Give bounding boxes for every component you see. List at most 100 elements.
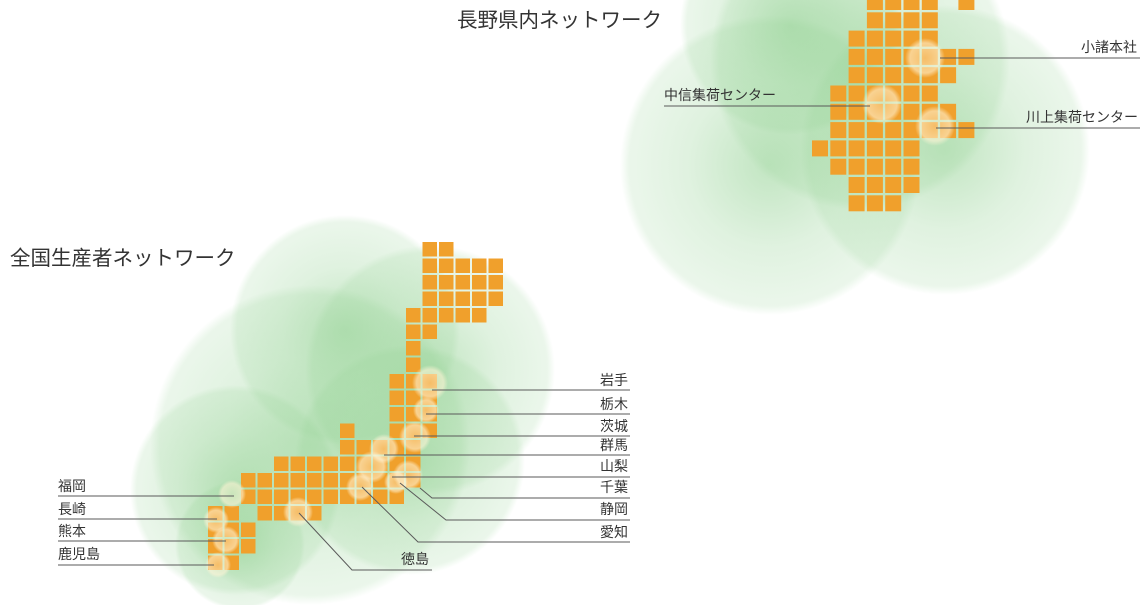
prefecture-label-kumamoto: 熊本 — [58, 524, 86, 540]
map-tile — [866, 195, 883, 212]
map-tile — [866, 140, 883, 157]
location-highlight — [205, 552, 231, 578]
map-tile — [472, 308, 487, 323]
map-tile — [422, 324, 437, 339]
map-tile — [830, 158, 847, 175]
map-tile — [848, 140, 865, 157]
map-tile — [257, 473, 272, 488]
map-tile — [488, 275, 503, 290]
map-tile — [472, 291, 487, 306]
map-tile — [848, 67, 865, 84]
map-tile — [848, 158, 865, 175]
map-tile — [241, 473, 256, 488]
prefecture-label-nagasaki: 長崎 — [58, 502, 86, 518]
map-tile — [885, 12, 902, 29]
map-tile — [921, 12, 938, 29]
map-tile — [866, 12, 883, 29]
map-tile — [885, 48, 902, 65]
location-highlight — [413, 397, 439, 423]
map-tile — [885, 177, 902, 193]
map-tile — [488, 291, 503, 306]
map-tile — [848, 195, 865, 212]
map-tile — [472, 258, 487, 273]
map-tile — [439, 242, 454, 257]
location-highlight — [412, 365, 448, 401]
location-label-komoro: 小諸本社 — [1081, 40, 1137, 56]
map-tile — [422, 275, 437, 290]
prefecture-label-tokushima: 徳島 — [401, 552, 429, 568]
location-highlight-layer — [203, 38, 955, 578]
location-highlight — [212, 526, 240, 554]
map-tile — [340, 423, 355, 438]
map-tile — [903, 103, 920, 120]
leader-line-aichi — [361, 486, 630, 543]
leader-line-chiba — [419, 487, 630, 499]
map-tile — [274, 456, 289, 471]
map-tile — [848, 177, 865, 193]
location-label-chushin: 中信集荷センター — [664, 88, 776, 104]
prefecture-label-gunma: 群馬 — [600, 438, 628, 454]
map-tile — [866, 48, 883, 65]
prefecture-label-chiba: 千葉 — [600, 480, 628, 496]
map-tile — [406, 308, 421, 323]
map-tile — [455, 291, 470, 306]
nagano-network-title: 長野県内ネットワーク — [457, 8, 662, 32]
leader-line-shizuoka — [399, 482, 630, 521]
map-tile — [455, 275, 470, 290]
map-tile — [903, 177, 920, 193]
map-tile — [406, 324, 421, 339]
location-highlight — [218, 480, 246, 508]
map-tile — [848, 85, 865, 102]
map-tile — [903, 140, 920, 157]
map-tile — [422, 242, 437, 257]
map-tile — [307, 473, 322, 488]
leader-lines — [58, 57, 1140, 571]
map-tile — [921, 85, 938, 102]
leader-line-tokushima — [298, 512, 432, 571]
map-tile — [885, 30, 902, 47]
map-tile — [885, 122, 902, 139]
map-tile — [903, 0, 920, 10]
prefecture-label-shizuoka: 静岡 — [600, 502, 628, 518]
prefecture-label-tochigi: 栃木 — [600, 397, 628, 413]
location-highlight — [862, 84, 902, 124]
map-tile — [340, 456, 355, 471]
location-highlight — [915, 106, 955, 146]
prefecture-label-ibaraki: 茨城 — [600, 419, 628, 435]
map-tile — [389, 407, 404, 422]
map-tile — [455, 258, 470, 273]
map-tile — [422, 258, 437, 273]
map-tile — [866, 67, 883, 84]
map-tile — [903, 12, 920, 29]
map-tile — [848, 48, 865, 65]
map-tile — [455, 308, 470, 323]
map-tile — [848, 30, 865, 47]
map-tile — [866, 122, 883, 139]
map-tile — [866, 0, 883, 10]
map-tile — [323, 489, 338, 504]
prefecture-label-kagoshima: 鹿児島 — [58, 547, 100, 563]
map-tile — [812, 140, 828, 157]
map-tile — [323, 456, 338, 471]
map-tile — [389, 390, 404, 405]
map-tile — [274, 473, 289, 488]
map-tile — [323, 473, 338, 488]
location-label-kawakami: 川上集荷センター — [1026, 110, 1138, 126]
map-tile — [274, 489, 289, 504]
map-tile — [356, 440, 371, 455]
location-highlight — [384, 470, 408, 494]
prefecture-label-iwate: 岩手 — [600, 373, 628, 389]
map-tile — [472, 275, 487, 290]
map-tile — [830, 122, 847, 139]
map-tile — [958, 122, 975, 139]
national-network-title: 全国生産者ネットワーク — [10, 246, 236, 270]
map-tile — [257, 506, 272, 521]
map-tile — [885, 0, 902, 10]
map-tile — [830, 103, 847, 120]
map-tile — [439, 308, 454, 323]
map-tile — [903, 158, 920, 175]
map-tile — [866, 158, 883, 175]
map-tile — [406, 357, 421, 372]
map-tile — [439, 258, 454, 273]
